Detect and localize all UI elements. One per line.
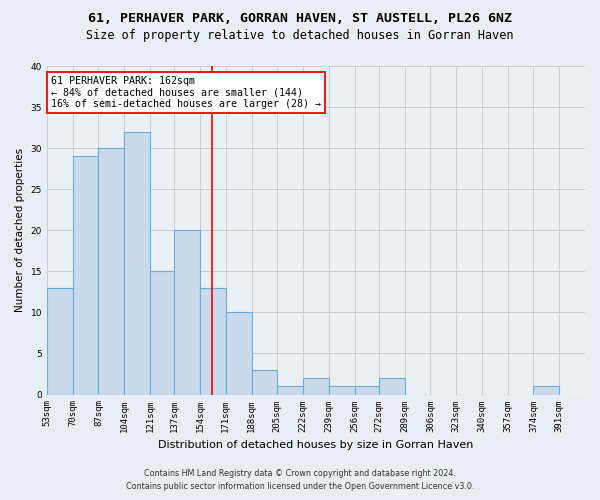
- Text: 61 PERHAVER PARK: 162sqm
← 84% of detached houses are smaller (144)
16% of semi-: 61 PERHAVER PARK: 162sqm ← 84% of detach…: [52, 76, 322, 109]
- Y-axis label: Number of detached properties: Number of detached properties: [15, 148, 25, 312]
- Bar: [124, 132, 150, 394]
- Bar: [277, 386, 303, 394]
- Bar: [98, 148, 124, 394]
- Bar: [73, 156, 98, 394]
- Bar: [47, 288, 73, 395]
- Text: Size of property relative to detached houses in Gorran Haven: Size of property relative to detached ho…: [86, 29, 514, 42]
- Text: Contains HM Land Registry data © Crown copyright and database right 2024.
Contai: Contains HM Land Registry data © Crown c…: [126, 470, 474, 491]
- Bar: [329, 386, 355, 394]
- Bar: [303, 378, 329, 394]
- Bar: [379, 378, 404, 394]
- Bar: [251, 370, 277, 394]
- Bar: [200, 288, 226, 395]
- Bar: [150, 272, 174, 394]
- Bar: [355, 386, 379, 394]
- Bar: [174, 230, 200, 394]
- Bar: [533, 386, 559, 394]
- Text: 61, PERHAVER PARK, GORRAN HAVEN, ST AUSTELL, PL26 6NZ: 61, PERHAVER PARK, GORRAN HAVEN, ST AUST…: [88, 12, 512, 26]
- Bar: [226, 312, 251, 394]
- X-axis label: Distribution of detached houses by size in Gorran Haven: Distribution of detached houses by size …: [158, 440, 473, 450]
